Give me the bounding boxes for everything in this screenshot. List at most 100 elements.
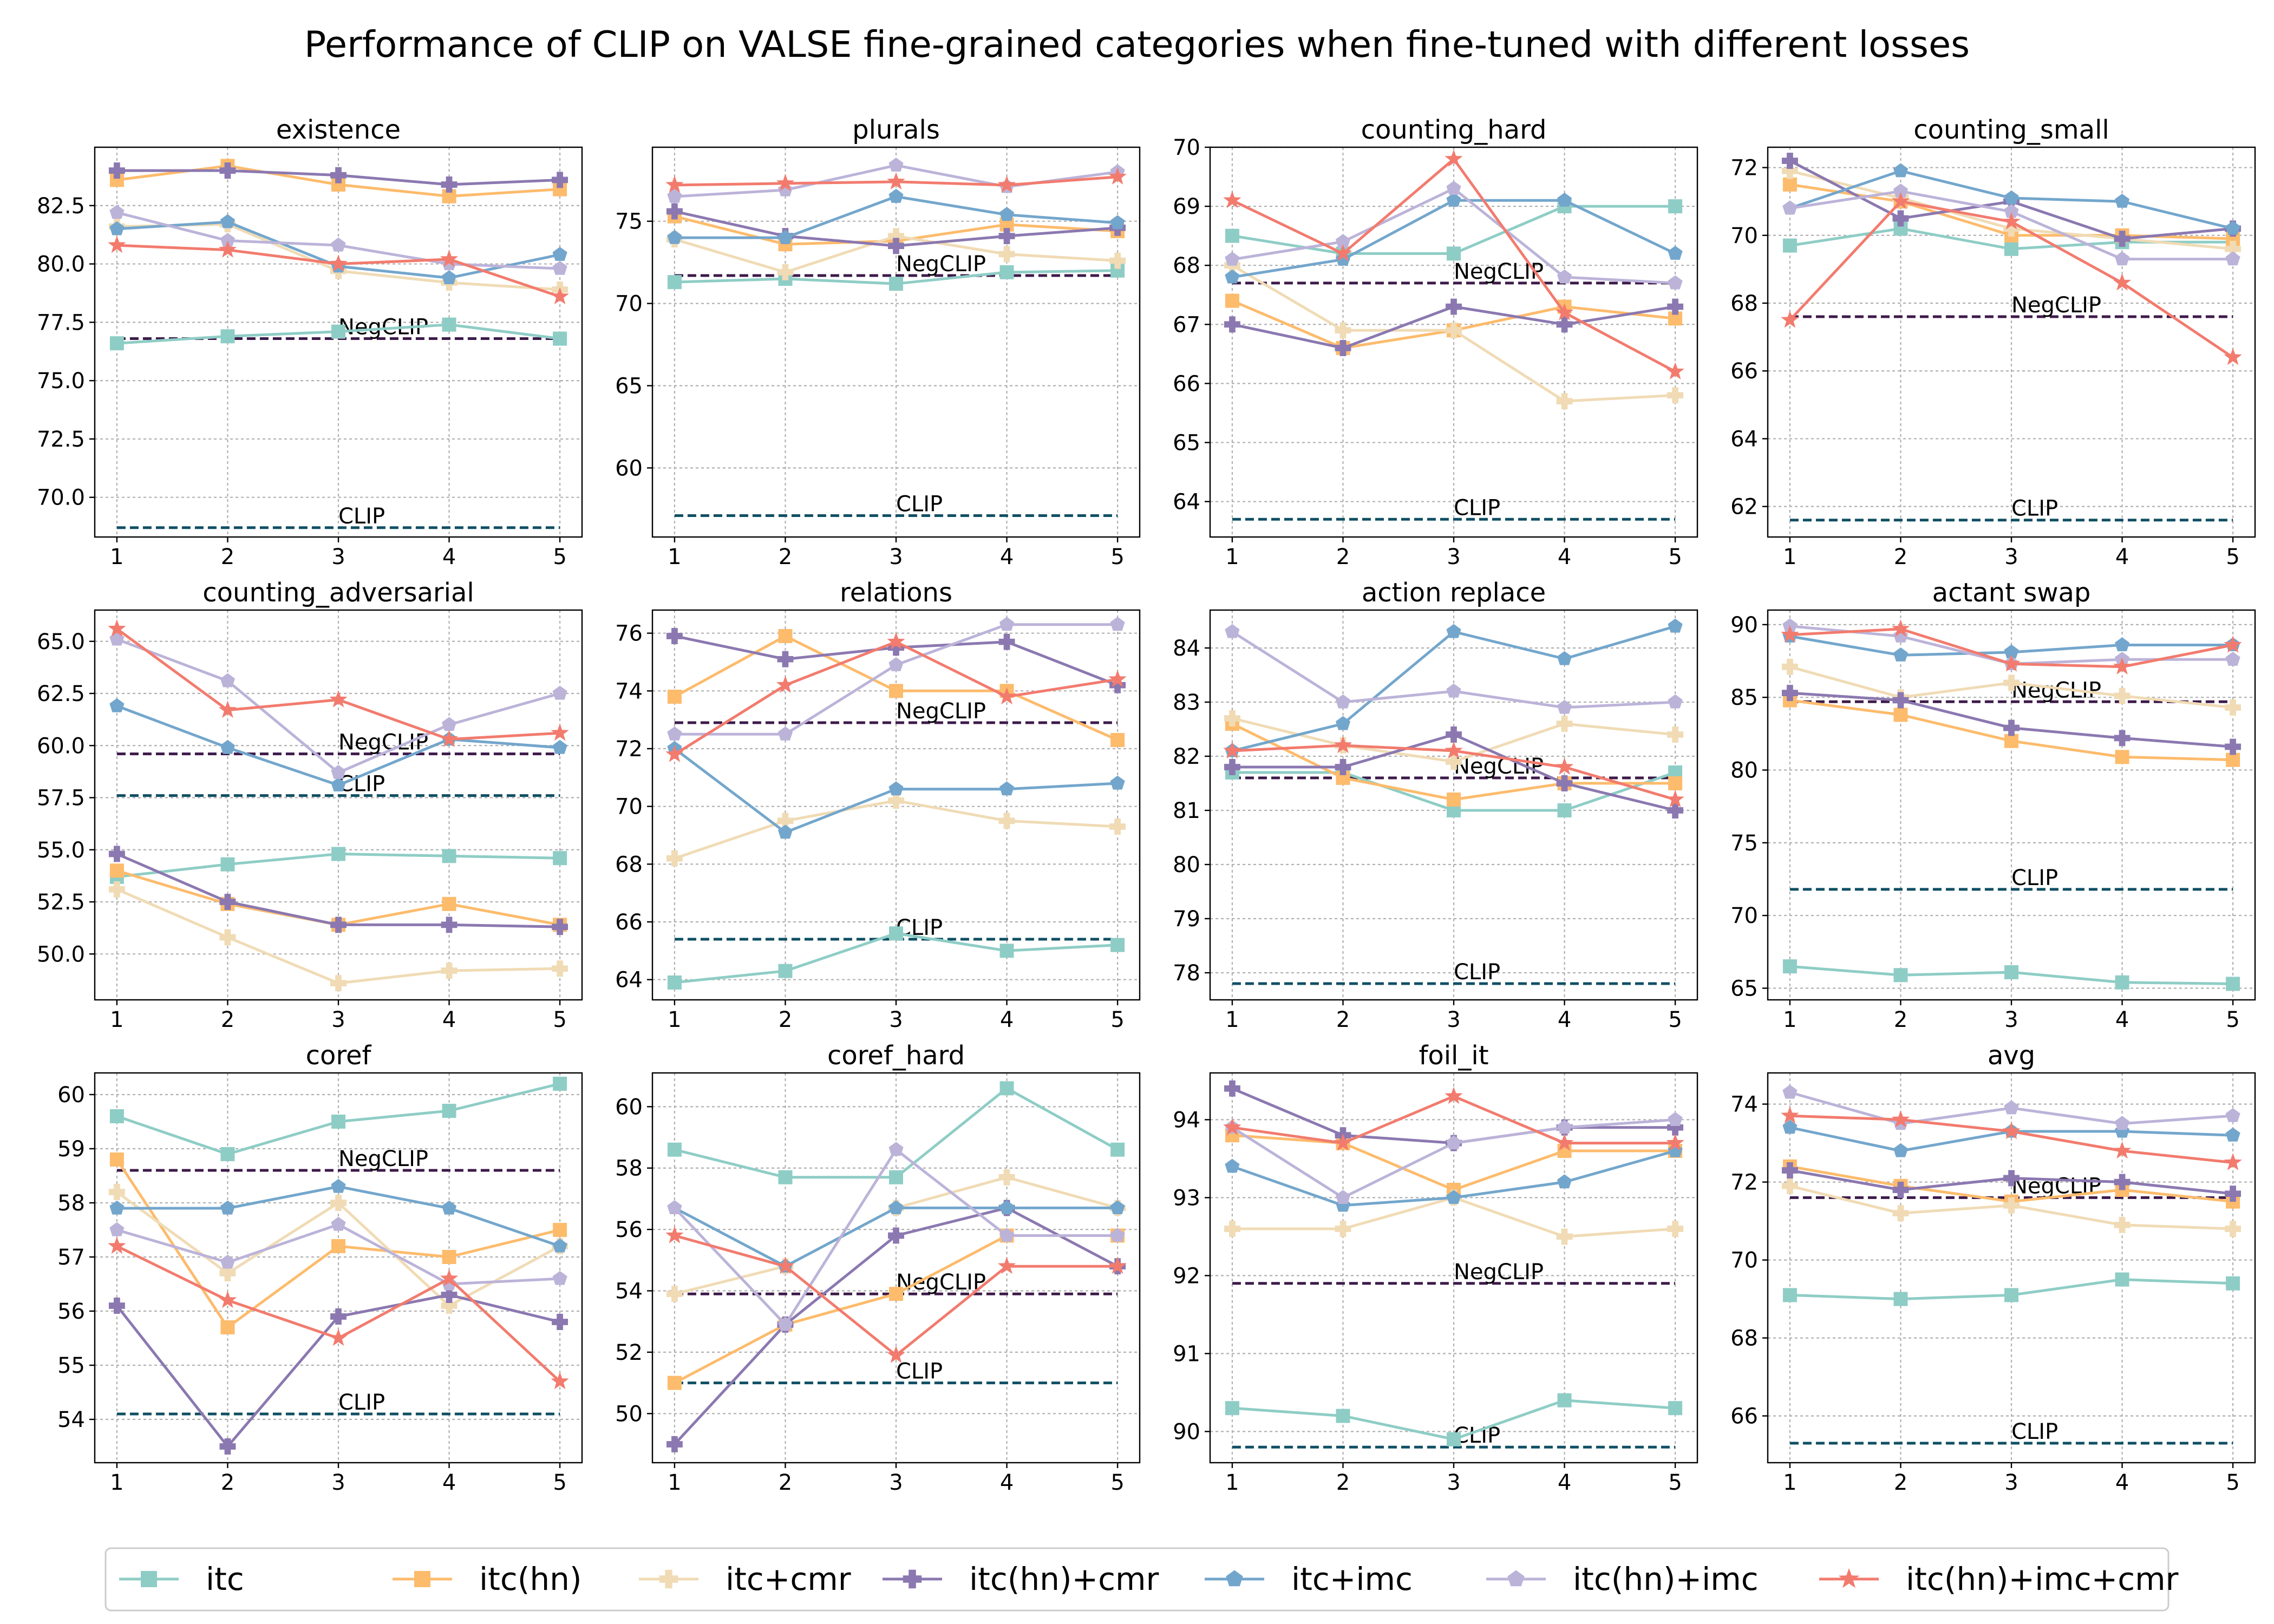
x-tick-label: 2 <box>221 1007 234 1032</box>
series-itc-hn-imc <box>1225 624 1683 714</box>
data-point <box>2002 212 2021 230</box>
series-itc-hn-cmr <box>108 1287 568 1455</box>
y-tick-label: 64 <box>1730 427 1758 451</box>
x-tick-label: 5 <box>1110 1470 1124 1495</box>
legend-label: itc+cmr <box>726 1561 851 1597</box>
data-point <box>888 1227 904 1244</box>
y-tick-label: 68 <box>1730 1326 1758 1351</box>
legend-marker <box>1226 1570 1243 1587</box>
legend-entry-itc-hn-: itc(hn) <box>393 1561 582 1597</box>
data-point <box>1224 1221 1240 1237</box>
series-itc-hn-cmr <box>666 628 1126 693</box>
y-tick-label: 75.0 <box>37 369 85 394</box>
baseline-label-negclip: NegCLIP <box>896 699 986 724</box>
data-point <box>1110 617 1125 631</box>
x-tick-label: 1 <box>668 1007 681 1032</box>
x-tick-label: 3 <box>2004 1007 2018 1032</box>
data-point <box>220 233 236 247</box>
legend-frame <box>104 1547 2170 1612</box>
y-tick-label: 57 <box>57 1245 85 1270</box>
data-point <box>219 1265 236 1281</box>
data-point <box>331 324 345 339</box>
data-point <box>1108 670 1127 687</box>
series-itc <box>109 1077 567 1161</box>
x-tick-label: 2 <box>779 545 792 569</box>
baseline-label-clip: CLIP <box>1454 960 1500 985</box>
data-point <box>442 896 456 911</box>
data-point <box>1335 1221 1351 1237</box>
x-tick-label: 1 <box>110 1007 123 1032</box>
series-itc <box>667 263 1125 291</box>
data-point <box>1334 736 1352 754</box>
data-point <box>1225 269 1240 284</box>
data-point <box>1781 1162 1798 1178</box>
data-point <box>1667 1221 1684 1237</box>
y-tick-label: 52.5 <box>37 890 85 915</box>
legend-label: itc <box>206 1561 244 1597</box>
series-itc <box>1782 959 2240 991</box>
series-itc-hn-imc <box>1225 181 1683 290</box>
data-point <box>2115 750 2129 764</box>
data-point <box>329 254 348 272</box>
data-point <box>442 1250 456 1264</box>
y-tick-label: 82 <box>1173 744 1200 769</box>
x-tick-label: 2 <box>221 1470 234 1495</box>
data-point <box>109 1200 125 1215</box>
data-point <box>777 824 793 839</box>
y-tick-label: 56 <box>57 1299 85 1324</box>
data-point <box>2115 975 2129 990</box>
data-point <box>667 1142 682 1157</box>
y-tick-label: 70 <box>615 292 643 317</box>
data-point <box>999 781 1015 796</box>
data-point <box>441 962 458 979</box>
data-point <box>2114 637 2130 651</box>
data-point <box>1781 310 1799 328</box>
data-point <box>552 1314 568 1330</box>
y-tick-label: 50 <box>615 1402 643 1426</box>
data-point <box>1668 246 1683 260</box>
y-tick-label: 65 <box>615 374 643 399</box>
series-itc <box>1782 1272 2240 1306</box>
series-itc-imc <box>667 741 1125 839</box>
data-point <box>1782 1119 1798 1134</box>
legend-entry-itc: itc <box>119 1561 244 1597</box>
y-tick-label: 60.0 <box>37 734 85 758</box>
y-tick-label: 59 <box>57 1137 85 1162</box>
data-point <box>1782 959 1797 974</box>
data-point <box>2226 752 2240 767</box>
x-tick-label: 5 <box>1668 1007 1682 1032</box>
data-point <box>551 287 569 305</box>
data-point <box>552 172 568 188</box>
data-point <box>2004 644 2019 659</box>
data-point <box>331 1216 346 1231</box>
series-itc <box>667 926 1125 990</box>
y-tick-label: 65.0 <box>37 630 85 654</box>
data-point <box>665 745 684 762</box>
x-tick-label: 5 <box>2226 1470 2239 1495</box>
y-tick-label: 82.5 <box>37 194 85 219</box>
x-tick-label: 4 <box>442 1470 456 1495</box>
data-point <box>998 246 1015 263</box>
data-point <box>997 1256 1016 1274</box>
x-tick-label: 4 <box>442 1007 456 1032</box>
data-point <box>777 651 794 667</box>
data-point <box>109 698 125 712</box>
baseline-label-negclip: NegCLIP <box>896 1270 986 1295</box>
data-point <box>441 1200 457 1215</box>
data-point <box>1446 1135 1461 1150</box>
data-point <box>220 1320 235 1334</box>
data-point <box>109 221 125 235</box>
y-tick-label: 93 <box>1173 1186 1200 1210</box>
baseline-label-clip: CLIP <box>2011 496 2058 521</box>
data-point <box>442 849 456 863</box>
data-point <box>2002 654 2021 672</box>
legend-entry-itc-hn-imc: itc(hn)+imc <box>1486 1561 1759 1597</box>
series-itc <box>109 317 567 351</box>
data-point <box>1891 619 1910 637</box>
x-tick-label: 1 <box>668 545 681 569</box>
data-point <box>552 1238 567 1253</box>
x-tick-label: 3 <box>2004 545 2018 569</box>
data-point <box>1108 1256 1127 1274</box>
x-tick-label: 3 <box>1447 1007 1460 1032</box>
data-point <box>1782 238 1797 253</box>
